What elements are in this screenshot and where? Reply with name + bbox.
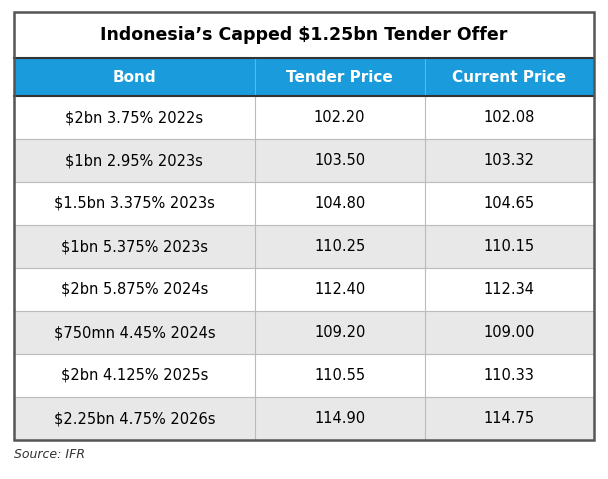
Text: 102.20: 102.20 [314,110,365,125]
Bar [14,397,594,440]
Text: $750mn 4.45% 2024s: $750mn 4.45% 2024s [54,325,215,340]
Bar [14,96,594,139]
Text: 102.08: 102.08 [483,110,535,125]
Text: 110.25: 110.25 [314,239,365,254]
Bar [14,58,594,96]
Bar [14,268,594,311]
Bar [14,311,594,354]
Bar [14,354,594,397]
Text: 103.32: 103.32 [484,153,535,168]
Text: 114.75: 114.75 [484,411,535,426]
Text: 110.33: 110.33 [484,368,535,383]
Text: 109.20: 109.20 [314,325,365,340]
Text: $2bn 5.875% 2024s: $2bn 5.875% 2024s [61,282,208,297]
Text: 104.65: 104.65 [484,196,535,211]
Bar [14,139,594,182]
Text: 114.90: 114.90 [314,411,365,426]
Bar [14,12,594,58]
Bar [14,225,594,268]
Text: Current Price: Current Price [452,69,566,84]
Text: 110.55: 110.55 [314,368,365,383]
Text: $1.5bn 3.375% 2023s: $1.5bn 3.375% 2023s [54,196,215,211]
Text: 104.80: 104.80 [314,196,365,211]
Text: $2.25bn 4.75% 2026s: $2.25bn 4.75% 2026s [54,411,215,426]
Text: 112.40: 112.40 [314,282,365,297]
Text: Indonesia’s Capped $1.25bn Tender Offer: Indonesia’s Capped $1.25bn Tender Offer [100,26,508,44]
Bar [14,182,594,225]
Text: Bond: Bond [112,69,156,84]
Text: 112.34: 112.34 [484,282,535,297]
Text: $2bn 3.75% 2022s: $2bn 3.75% 2022s [65,110,204,125]
Text: Tender Price: Tender Price [286,69,393,84]
Text: $1bn 5.375% 2023s: $1bn 5.375% 2023s [61,239,208,254]
Text: $2bn 4.125% 2025s: $2bn 4.125% 2025s [61,368,208,383]
Text: 110.15: 110.15 [484,239,535,254]
Text: Source: IFR: Source: IFR [14,448,85,461]
Text: $1bn 2.95% 2023s: $1bn 2.95% 2023s [66,153,203,168]
Text: 109.00: 109.00 [483,325,535,340]
Bar [14,12,594,440]
Text: 103.50: 103.50 [314,153,365,168]
